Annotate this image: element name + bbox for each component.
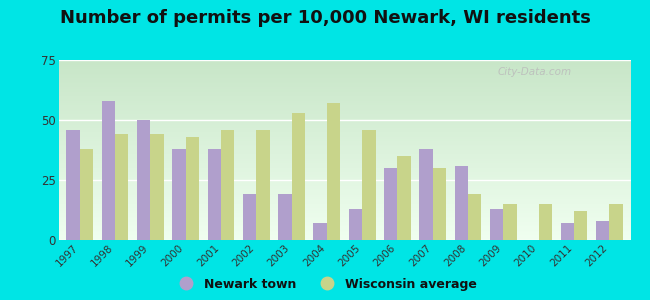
Bar [115, 134, 129, 240]
Bar [66, 130, 80, 240]
Bar [101, 101, 115, 240]
Bar [186, 137, 199, 240]
Legend: Newark town, Wisconsin average: Newark town, Wisconsin average [174, 278, 476, 291]
Bar [150, 134, 164, 240]
Bar [80, 149, 93, 240]
Bar [221, 130, 235, 240]
Bar [243, 194, 256, 240]
Bar [454, 166, 468, 240]
Bar [384, 168, 397, 240]
Bar [419, 149, 433, 240]
Bar [609, 204, 623, 240]
Bar [362, 130, 376, 240]
Bar [292, 113, 305, 240]
Bar [468, 194, 482, 240]
Bar [433, 168, 446, 240]
Text: City-Data.com: City-Data.com [498, 67, 572, 77]
Bar [596, 221, 609, 240]
Text: Number of permits per 10,000 Newark, WI residents: Number of permits per 10,000 Newark, WI … [60, 9, 590, 27]
Bar [313, 223, 327, 240]
Bar [349, 209, 362, 240]
Bar [397, 156, 411, 240]
Bar [574, 211, 588, 240]
Bar [172, 149, 186, 240]
Bar [256, 130, 270, 240]
Bar [137, 120, 150, 240]
Bar [278, 194, 292, 240]
Bar [490, 209, 503, 240]
Bar [503, 204, 517, 240]
Bar [327, 103, 340, 240]
Bar [207, 149, 221, 240]
Bar [539, 204, 552, 240]
Bar [560, 223, 574, 240]
